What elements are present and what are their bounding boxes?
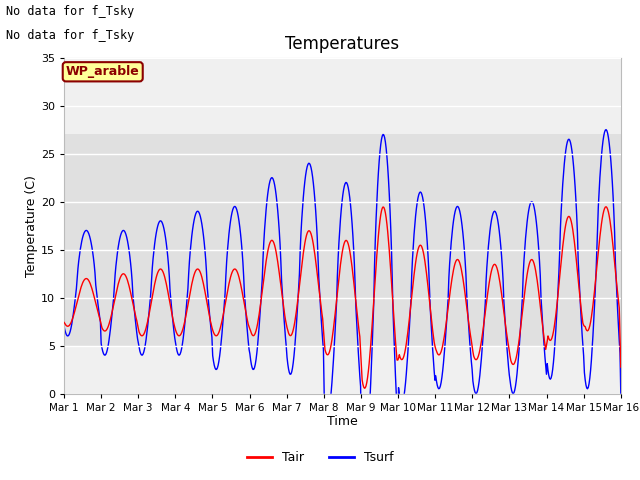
Tair — [70, 311, 78, 317]
Tsurf — [60, 323, 68, 329]
Tair — [60, 320, 68, 325]
X-axis label: Time: Time — [327, 415, 358, 429]
Text: WP_arable: WP_arable — [66, 65, 140, 78]
Title: Temperatures: Temperatures — [285, 35, 399, 53]
Tsurf — [411, 222, 419, 228]
Tsurf — [214, 365, 221, 371]
Text: No data for f_Tsky: No data for f_Tsky — [6, 5, 134, 18]
Text: No data for f_Tsky: No data for f_Tsky — [6, 29, 134, 42]
Tair — [360, 385, 368, 391]
Tsurf — [617, 391, 625, 396]
Tair — [184, 302, 192, 308]
Line: Tair: Tair — [64, 207, 621, 388]
Tsurf — [127, 268, 135, 274]
Tsurf — [428, 320, 435, 326]
Tsurf — [602, 127, 610, 132]
Tair — [602, 204, 610, 210]
Tsurf — [184, 286, 192, 291]
Y-axis label: Temperature (C): Temperature (C) — [25, 175, 38, 276]
Bar — [64, 134, 621, 346]
Legend: Tair, Tsurf: Tair, Tsurf — [242, 446, 398, 469]
Line: Tsurf: Tsurf — [64, 130, 621, 461]
Tair — [127, 293, 135, 299]
Tair — [617, 364, 625, 370]
Tsurf — [70, 305, 78, 311]
Tair — [214, 332, 221, 338]
Tair — [411, 265, 419, 271]
Tair — [428, 313, 435, 319]
Tsurf — [360, 458, 368, 464]
